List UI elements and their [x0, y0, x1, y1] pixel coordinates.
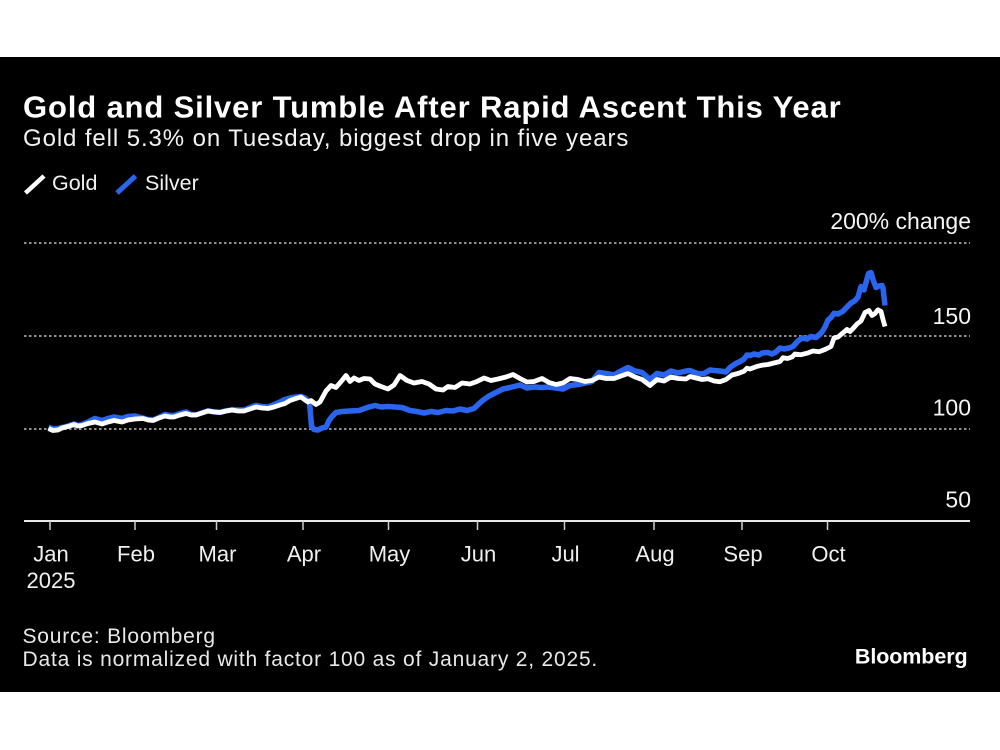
svg-text:100: 100 [933, 395, 971, 421]
svg-text:Data is normalized with factor: Data is normalized with factor 100 as of… [23, 648, 599, 671]
svg-text:Gold and Silver Tumble After R: Gold and Silver Tumble After Rapid Ascen… [23, 90, 842, 125]
svg-text:Feb: Feb [117, 542, 155, 567]
svg-text:150: 150 [933, 303, 971, 329]
svg-text:Oct: Oct [811, 542, 845, 567]
svg-text:Aug: Aug [635, 542, 674, 567]
svg-text:Source: Bloomberg: Source: Bloomberg [23, 625, 216, 648]
svg-text:Silver: Silver [145, 171, 199, 195]
svg-text:Jun: Jun [461, 542, 496, 567]
svg-text:Sep: Sep [723, 542, 762, 567]
svg-text:May: May [369, 542, 411, 567]
svg-text:50: 50 [945, 487, 971, 513]
svg-text:Bloomberg: Bloomberg [855, 645, 968, 669]
svg-text:Jul: Jul [551, 542, 579, 567]
svg-text:Jan: Jan [33, 542, 68, 567]
svg-text:Mar: Mar [199, 542, 237, 567]
svg-text:Gold fell 5.3% on Tuesday, big: Gold fell 5.3% on Tuesday, biggest drop … [23, 125, 629, 152]
svg-text:2025: 2025 [27, 568, 76, 593]
svg-text:Gold: Gold [52, 171, 97, 195]
svg-text:200% change: 200% change [830, 208, 971, 234]
svg-text:Apr: Apr [287, 542, 321, 567]
